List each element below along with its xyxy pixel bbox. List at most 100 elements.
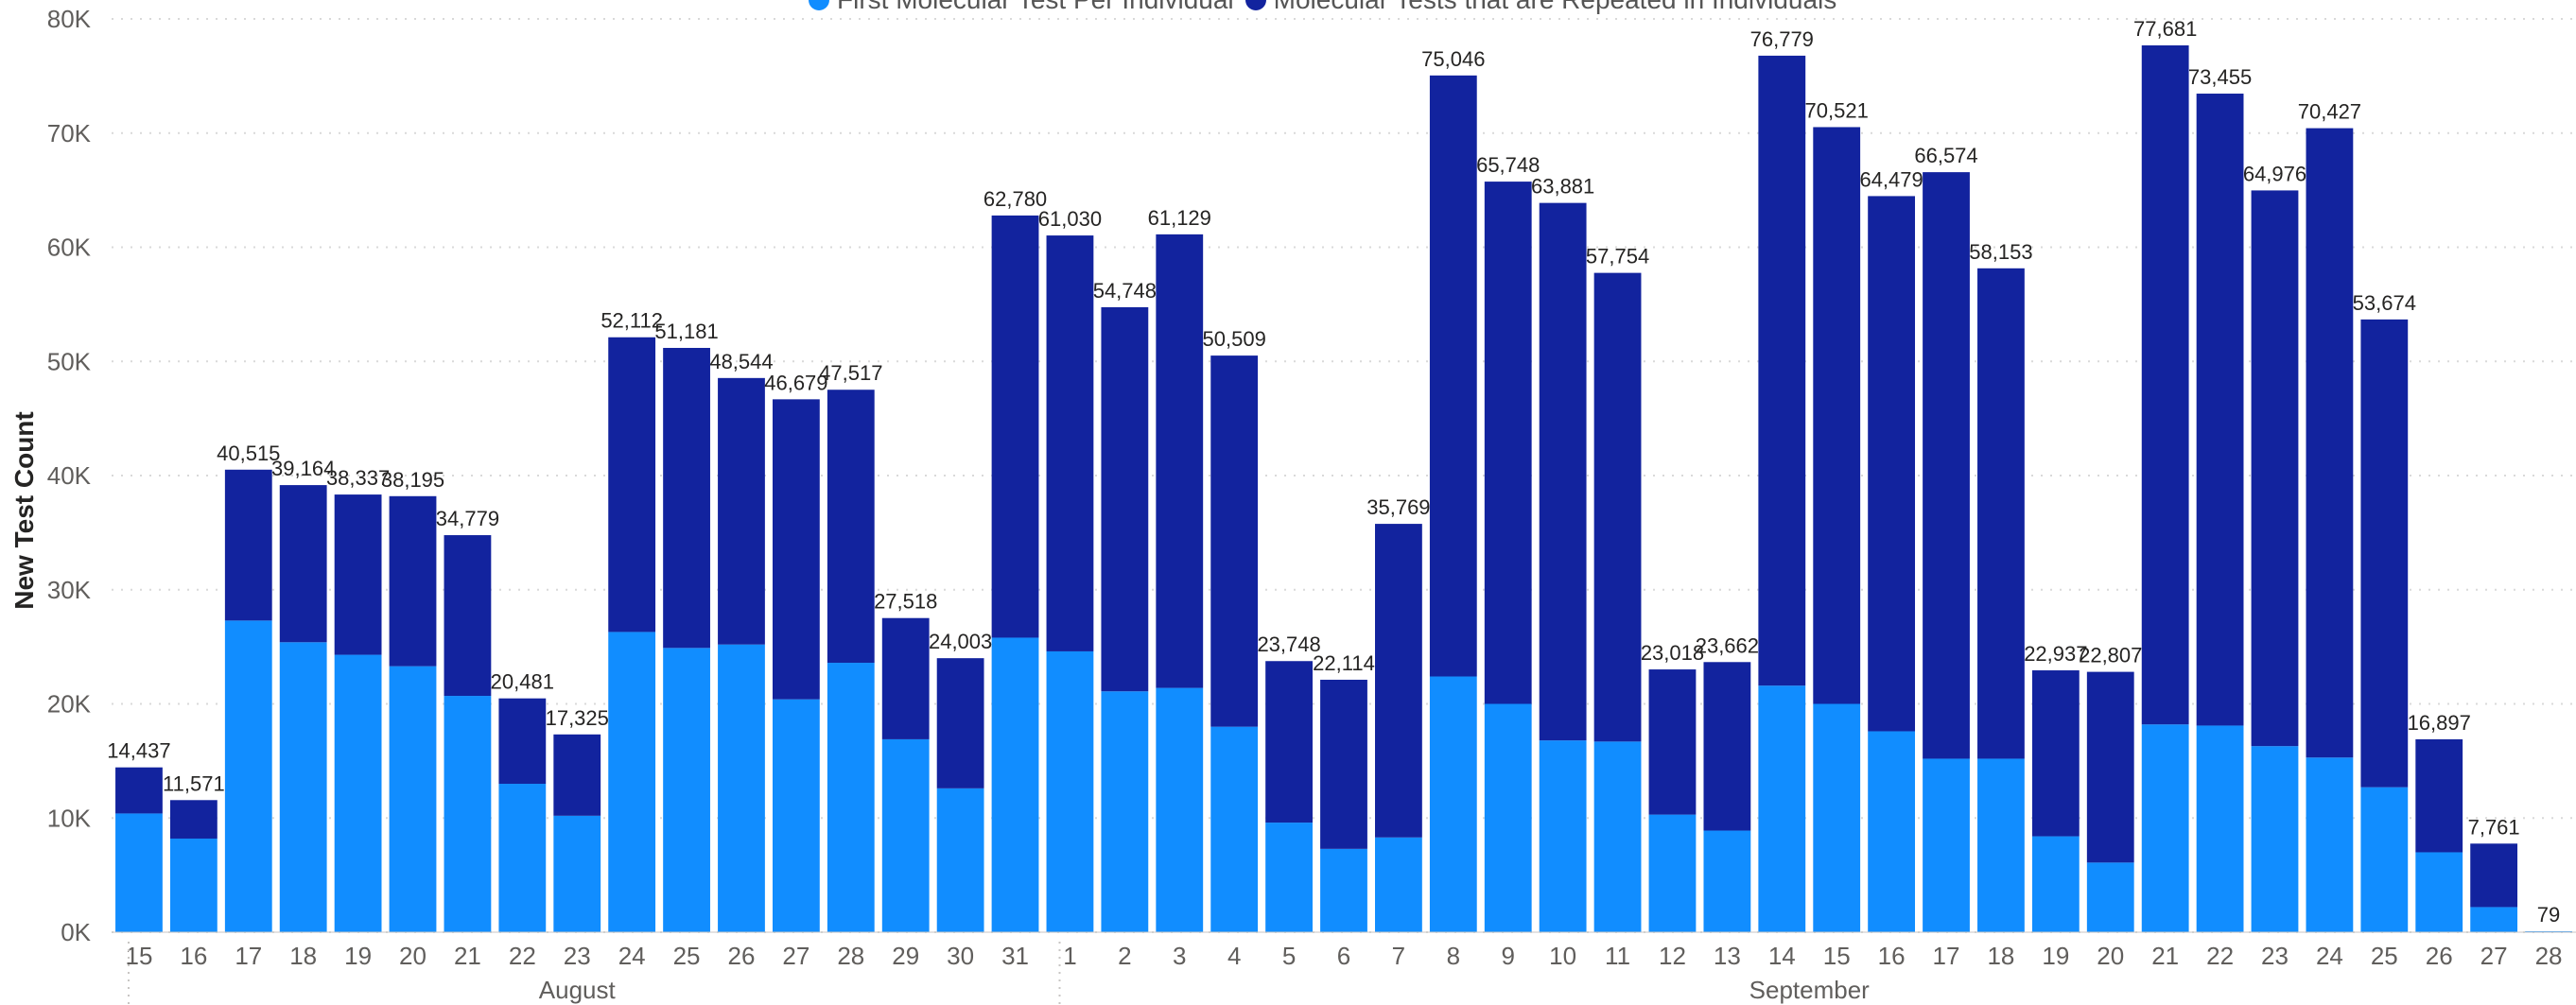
bar-repeated-10[interactable] — [663, 347, 710, 649]
bar-repeated-4[interactable] — [334, 494, 382, 655]
bar-first-20[interactable] — [1210, 726, 1259, 932]
bar-first-13[interactable] — [827, 663, 875, 932]
bar-repeated-17[interactable] — [1046, 235, 1094, 651]
bar-first-23[interactable] — [1375, 837, 1422, 932]
bar-first-28[interactable] — [1648, 814, 1697, 932]
bar-repeated-24[interactable] — [1429, 75, 1477, 677]
bar-repeated-27[interactable] — [1593, 272, 1642, 742]
bar-first-25[interactable] — [1484, 703, 1532, 933]
bar-repeated-43[interactable] — [2470, 843, 2518, 908]
bar-first-11[interactable] — [718, 644, 765, 932]
bar-repeated-35[interactable] — [2031, 670, 2080, 837]
bar-repeated-42[interactable] — [2415, 738, 2463, 853]
bar-repeated-16[interactable] — [991, 215, 1039, 638]
bar-repeated-25[interactable] — [1484, 182, 1532, 704]
data-label-total: 34,779 — [436, 507, 499, 530]
bar-repeated-41[interactable] — [2360, 319, 2409, 788]
bar-first-43[interactable] — [2470, 907, 2518, 932]
bar-repeated-21[interactable] — [1265, 661, 1313, 823]
bar-first-15[interactable] — [936, 788, 984, 932]
data-label-total: 61,030 — [1038, 207, 1102, 231]
bar-first-30[interactable] — [1758, 685, 1806, 932]
bar-first-8[interactable] — [553, 815, 601, 932]
bar-repeated-11[interactable] — [718, 377, 765, 645]
bar-repeated-34[interactable] — [1977, 268, 2025, 759]
legend-item-repeated[interactable]: Molecular Tests that are Repeated in Ind… — [1244, 0, 1836, 15]
bar-first-16[interactable] — [991, 637, 1039, 932]
bar-first-29[interactable] — [1703, 830, 1751, 932]
bar-repeated-6[interactable] — [444, 535, 492, 697]
bar-first-3[interactable] — [279, 642, 327, 932]
bar-repeated-1[interactable] — [169, 800, 218, 839]
data-label-total: 27,518 — [874, 590, 937, 614]
bar-first-24[interactable] — [1429, 676, 1477, 932]
data-label-total: 73,455 — [2188, 65, 2252, 89]
bar-repeated-5[interactable] — [389, 495, 437, 667]
bar-first-32[interactable] — [1868, 731, 1916, 932]
bar-first-12[interactable] — [772, 699, 820, 932]
bar-first-18[interactable] — [1101, 691, 1149, 932]
bar-first-10[interactable] — [663, 648, 710, 932]
bar-first-17[interactable] — [1046, 650, 1094, 932]
bar-first-37[interactable] — [2141, 724, 2189, 932]
bar-first-42[interactable] — [2415, 852, 2463, 932]
data-label-total: 22,937 — [2024, 642, 2087, 666]
bar-repeated-12[interactable] — [772, 399, 820, 700]
bar-first-9[interactable] — [608, 632, 656, 932]
bar-repeated-33[interactable] — [1923, 172, 1970, 759]
bar-repeated-30[interactable] — [1758, 55, 1806, 686]
bar-repeated-23[interactable] — [1375, 524, 1422, 838]
bar-first-39[interactable] — [2251, 746, 2299, 932]
bar-repeated-31[interactable] — [1813, 127, 1861, 704]
bar-first-2[interactable] — [224, 620, 272, 932]
x-tick-label: 27 — [782, 942, 809, 970]
bar-repeated-20[interactable] — [1210, 355, 1259, 727]
bar-repeated-40[interactable] — [2306, 128, 2354, 758]
bar-first-21[interactable] — [1265, 823, 1313, 932]
bar-repeated-18[interactable] — [1101, 306, 1149, 692]
bar-repeated-26[interactable] — [1539, 202, 1587, 741]
bar-first-6[interactable] — [444, 696, 492, 932]
bar-repeated-39[interactable] — [2251, 190, 2299, 747]
bar-repeated-28[interactable] — [1648, 669, 1697, 815]
y-tick-label: 40K — [47, 461, 92, 490]
bar-repeated-3[interactable] — [279, 485, 327, 643]
bar-first-14[interactable] — [881, 738, 930, 932]
bar-first-40[interactable] — [2306, 757, 2354, 932]
bar-repeated-15[interactable] — [936, 658, 984, 788]
bar-repeated-22[interactable] — [1320, 679, 1367, 849]
bar-repeated-32[interactable] — [1868, 196, 1916, 732]
bar-repeated-36[interactable] — [2086, 671, 2134, 863]
bar-first-7[interactable] — [498, 784, 547, 932]
x-tick-label: 8 — [1447, 942, 1460, 970]
bar-first-4[interactable] — [334, 654, 382, 932]
bar-first-22[interactable] — [1320, 848, 1367, 932]
bar-first-35[interactable] — [2031, 836, 2080, 932]
bar-first-0[interactable] — [115, 813, 163, 932]
bar-repeated-9[interactable] — [608, 337, 656, 632]
bar-first-38[interactable] — [2196, 725, 2244, 932]
bar-repeated-13[interactable] — [827, 390, 875, 664]
bar-first-26[interactable] — [1539, 740, 1587, 932]
bar-first-27[interactable] — [1593, 741, 1642, 932]
legend-item-first[interactable]: First Molecular Test Per Individual — [809, 0, 1234, 15]
bar-first-31[interactable] — [1813, 703, 1861, 933]
bar-repeated-0[interactable] — [115, 767, 163, 814]
bar-repeated-2[interactable] — [224, 469, 272, 621]
bar-repeated-37[interactable] — [2141, 45, 2189, 725]
x-tick-label: 18 — [1987, 942, 2014, 970]
bar-repeated-8[interactable] — [553, 734, 601, 816]
bar-repeated-19[interactable] — [1156, 234, 1204, 688]
bar-first-34[interactable] — [1977, 758, 2025, 932]
bar-first-33[interactable] — [1923, 758, 1970, 932]
bar-first-1[interactable] — [169, 838, 218, 932]
bar-first-5[interactable] — [389, 666, 437, 932]
bar-repeated-38[interactable] — [2196, 94, 2244, 726]
bar-repeated-7[interactable] — [498, 698, 547, 785]
bar-first-36[interactable] — [2086, 862, 2134, 932]
bar-repeated-14[interactable] — [881, 617, 930, 739]
bar-repeated-29[interactable] — [1703, 662, 1751, 831]
bar-first-41[interactable] — [2360, 787, 2409, 932]
x-tick-label: 20 — [399, 942, 426, 970]
bar-first-19[interactable] — [1156, 687, 1204, 932]
